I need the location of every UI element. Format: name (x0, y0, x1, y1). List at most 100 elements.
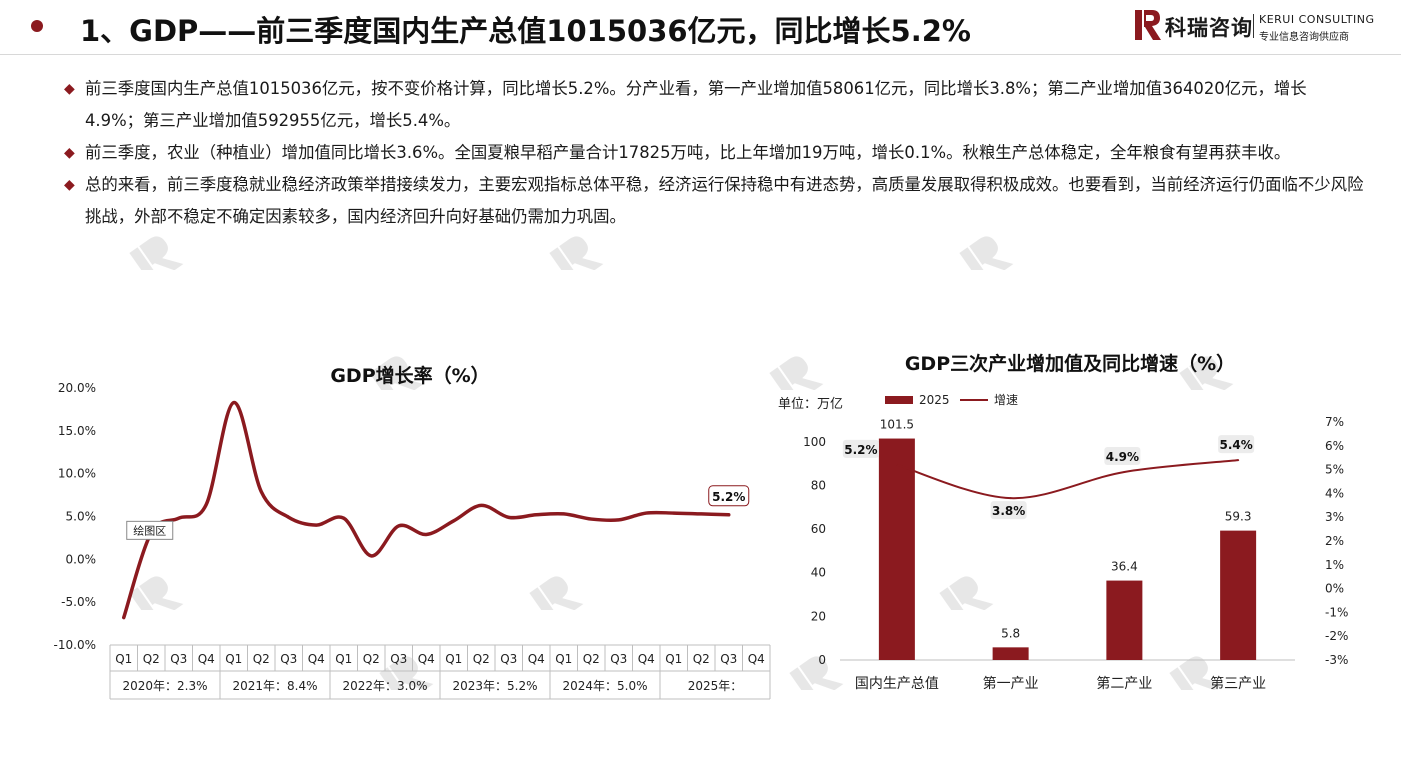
y-tick-label: -5.0% (61, 595, 96, 609)
y-tick-label: 5.0% (66, 510, 97, 524)
x-tick-label: Q1 (665, 652, 682, 666)
x-tick-label: Q1 (555, 652, 572, 666)
y-left-tick-label: 40 (811, 566, 826, 580)
legend-bar-label: 2025 (919, 393, 950, 407)
y-left-tick-label: 60 (811, 522, 826, 536)
bar-2 (992, 647, 1029, 660)
data-point (618, 519, 620, 521)
x-tick-label: Q2 (693, 652, 710, 666)
x-tick-label: Q4 (308, 652, 325, 666)
bar-value-label: 36.4 (1111, 560, 1138, 574)
growth-value-label: 3.8% (992, 504, 1025, 518)
growth-rate-line (896, 459, 1239, 500)
growth-label-bg (990, 501, 1027, 520)
data-point (260, 491, 262, 493)
data-point (728, 514, 730, 516)
x-category-label: 第二产业 (1096, 675, 1152, 692)
x-tick-label: Q3 (280, 652, 297, 666)
header: 1、GDP——前三季度国内生产总值1015036亿元，同比增长5.2% 科瑞咨询… (0, 0, 1401, 58)
y-right-tick-label: -2% (1325, 629, 1348, 643)
x-tick-label: Q2 (473, 652, 490, 666)
y-right-tick-label: 1% (1325, 558, 1344, 572)
year-group-label: 2022年：3.0% (342, 679, 427, 693)
chart-title: GDP三次产业增加值及同比增速（%） (905, 352, 1235, 375)
x-tick-label: Q2 (143, 652, 160, 666)
y-right-tick-label: -3% (1325, 653, 1348, 667)
growth-point (1123, 470, 1126, 473)
logo-separator (1253, 14, 1254, 38)
logo-tagline: 专业信息咨询供应商 (1259, 32, 1349, 43)
bullet-text: 总的来看，前三季度稳就业稳经济政策举措接续发力，主要宏观指标总体平稳，经济运行保… (85, 175, 1364, 226)
x-tick-label: Q3 (390, 652, 407, 666)
y-left-tick-label: 100 (803, 435, 826, 449)
x-tick-label: Q1 (115, 652, 132, 666)
year-group-label: 2023年：5.2% (452, 679, 537, 693)
growth-label-bg (1104, 446, 1141, 465)
year-group-label: 2025年： (688, 679, 743, 693)
y-right-tick-label: 6% (1325, 439, 1344, 453)
growth-point (1237, 459, 1240, 462)
industry-value-chart: GDP三次产业增加值及同比增速（%） 2025 增速 单位：万亿 100 80 60 40 20… (770, 340, 1390, 700)
y-tick-label: 10.0% (58, 467, 96, 481)
data-point (645, 512, 647, 514)
growth-label-bg (1218, 435, 1255, 454)
x-category-label: 国内生产总值 (855, 676, 939, 692)
x-tick-label: Q4 (418, 652, 435, 666)
x-tick-label: Q2 (363, 652, 380, 666)
bar-1 (878, 438, 915, 660)
y-left-tick-label: 80 (811, 478, 826, 492)
logo-chinese-text: 科瑞咨询 (1165, 16, 1253, 40)
x-tick-label: Q2 (583, 652, 600, 666)
data-point (178, 517, 180, 519)
unit-label: 单位：万亿 (778, 397, 843, 412)
x-category-label: 第一产业 (983, 675, 1039, 692)
logo-mark-icon (1135, 10, 1161, 40)
y-tick-label: 0.0% (66, 552, 97, 566)
growth-label-bg (842, 439, 879, 458)
data-point (288, 516, 290, 518)
y-left-tick-label: 0 (818, 653, 826, 667)
x-tick-label: Q4 (748, 652, 765, 666)
data-point (700, 513, 702, 515)
year-group-label: 2024年：5.0% (562, 679, 647, 693)
growth-point (1009, 497, 1012, 500)
data-point (563, 513, 565, 515)
y-right-tick-label: 5% (1325, 463, 1344, 477)
legend-bar-swatch (885, 396, 913, 404)
x-tick-label: Q3 (720, 652, 737, 666)
gdp-growth-chart-svg: GDP增长率（%） 20.0% 15.0% 10.0% 5.0% 0.0% -5.0% -10… (54, 364, 771, 700)
data-point (370, 555, 372, 557)
data-point (673, 512, 675, 514)
x-tick-label: Q3 (500, 652, 517, 666)
gdp-growth-line (122, 400, 731, 620)
chart-title: GDP增长率（%） (330, 364, 489, 387)
data-point (508, 516, 510, 518)
legend-line-label: 增速 (994, 393, 1018, 407)
y-tick-label: -10.0% (54, 638, 96, 652)
gdp-growth-chart: GDP增长率（%） 20.0% 15.0% 10.0% 5.0% 0.0% -5.0% -10… (40, 350, 780, 710)
industry-value-chart-svg: GDP三次产业增加值及同比增速（%） 2025 增速 单位：万亿 100 80 60 40 20… (778, 352, 1348, 692)
y-right-tick-label: 3% (1325, 510, 1344, 524)
data-point (453, 520, 455, 522)
data-point (535, 514, 537, 516)
data-point (315, 524, 317, 526)
page-title: 1、GDP——前三季度国内生产总值1015036亿元，同比增长5.2% (80, 14, 971, 48)
bar-value-label: 59.3 (1225, 510, 1252, 524)
x-tick-label: Q3 (170, 652, 187, 666)
growth-value-label: 4.9% (1106, 450, 1139, 464)
bar-3 (1106, 580, 1143, 660)
y-right-tick-label: 2% (1325, 534, 1344, 548)
bar-value-label: 101.5 (880, 418, 914, 432)
data-point (590, 518, 592, 520)
x-tick-label: Q1 (445, 652, 462, 666)
tooltip-text: 绘图区 (133, 523, 166, 537)
data-point (123, 617, 125, 619)
bullet-item: ◆ 前三季度国内生产总值1015036亿元，按不变价格计算，同比增长5.2%。分产… (64, 73, 1364, 137)
data-point (205, 504, 207, 506)
data-point (343, 517, 345, 519)
last-value-label: 5.2% (712, 490, 745, 504)
y-right-tick-label: 4% (1325, 486, 1344, 500)
y-right-tick-label: -1% (1325, 605, 1348, 619)
x-tick-label: Q4 (638, 652, 655, 666)
y-right-tick-label: 7% (1325, 415, 1344, 429)
